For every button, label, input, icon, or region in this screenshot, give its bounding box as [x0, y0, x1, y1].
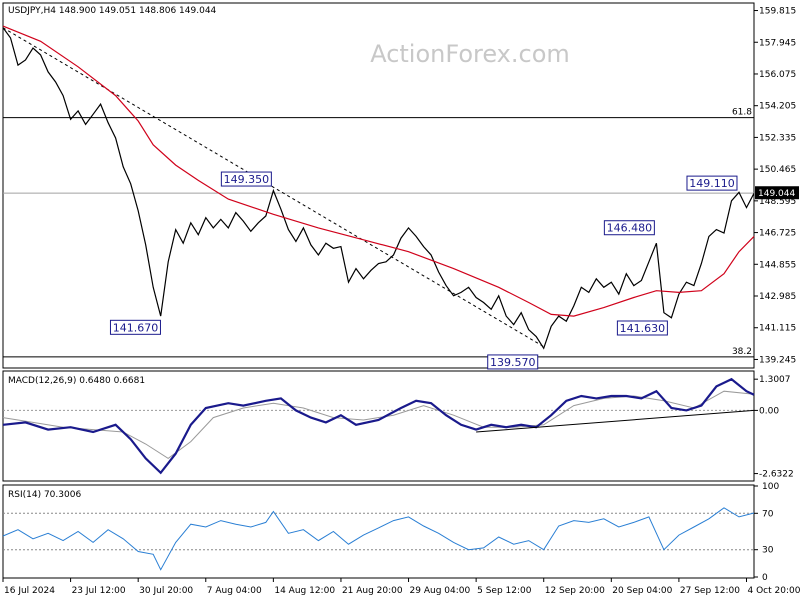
rsi-tick-label-1: 70 [762, 509, 774, 519]
x-tick-label-6: 29 Aug 04:00 [410, 586, 471, 596]
x-tick-label-10: 27 Sep 12:00 [680, 586, 740, 596]
price-tick-label-3: 154.205 [759, 102, 796, 112]
price-tick-label-4: 152.335 [759, 133, 796, 143]
price-layer: 61.8 38.2 141.670 149.350 139.570 146.480 141.… [2, 25, 755, 370]
macd-main-line [2, 377, 755, 475]
price-tick-label-10: 141.115 [759, 324, 796, 334]
rsi-tick-label-0: 100 [762, 482, 779, 492]
fib-label-2: 38.2 [732, 347, 752, 357]
pivot-label-4: 141.630 [620, 322, 666, 335]
fib-label-0: 61.8 [732, 108, 752, 118]
pivot-label-2: 139.570 [490, 356, 536, 369]
moving-average-line [2, 25, 755, 317]
macd-tick-label-0: 1.3007 [759, 375, 791, 385]
price-tick-label-0: 159.815 [759, 7, 796, 17]
macd-tick-label-1: 0.00 [759, 406, 779, 416]
x-tick-label-3: 7 Aug 04:00 [207, 586, 262, 596]
macd-tick-label-2: -2.6322 [759, 470, 794, 480]
x-tick-label-11: 4 Oct 20:00 [747, 586, 800, 596]
price-panel-frame [2, 2, 755, 369]
pivot-box-2 [487, 354, 539, 370]
pivot-box-5 [686, 175, 738, 191]
x-tick-label-5: 21 Aug 20:00 [342, 586, 403, 596]
watermark-text: ActionForex.com [370, 40, 570, 68]
x-tick-label-1: 23 Jul 12:00 [72, 586, 126, 596]
pivot-box-4 [616, 320, 668, 336]
pivot-label-5: 149.110 [689, 177, 735, 190]
x-tick-label-2: 30 Jul 20:00 [139, 586, 193, 596]
macd-trendline [476, 409, 755, 433]
price-tick-label-5: 150.465 [759, 165, 796, 175]
pivot-box-3 [603, 220, 655, 236]
current-price-label: 149.044 [758, 189, 795, 199]
price-tick-label-8: 144.855 [759, 260, 796, 270]
price-tick-label-1: 157.945 [759, 38, 796, 48]
axis-layer: 159.815 157.945 156.075 154.205 152.335 150.4… [2, 7, 800, 596]
x-tick-label-9: 20 Sep 04:00 [612, 586, 672, 596]
current-price-box [755, 186, 799, 200]
price-tick-label-9: 142.985 [759, 292, 796, 302]
price-tick-label-2: 156.075 [759, 70, 796, 80]
macd-panel-frame [2, 370, 755, 482]
rsi-title: RSI(14) 70.3006 [8, 490, 81, 500]
x-tick-label-7: 5 Sep 12:00 [477, 586, 532, 596]
rsi-tick-label-3: 0 [762, 573, 768, 583]
price-series-line [2, 27, 755, 350]
price-tick-label-7: 146.725 [759, 229, 796, 239]
macd-layer [2, 377, 755, 475]
pivot-box-1 [220, 171, 272, 187]
rsi-tick-label-2: 30 [762, 546, 774, 556]
rsi-line [2, 507, 755, 571]
price-tick-label-6: 148.595 [759, 197, 796, 207]
x-tick-label-8: 12 Sep 20:00 [545, 586, 605, 596]
pivot-label-0: 141.670 [113, 321, 159, 334]
macd-title: MACD(12,26,9) 0.6480 0.6681 [8, 376, 145, 386]
price-tick-label-11: 139.245 [759, 355, 796, 365]
rsi-layer [2, 507, 755, 571]
pivot-label-1: 149.350 [224, 173, 270, 186]
x-tick-label-0: 16 Jul 2024 [4, 586, 55, 596]
pivot-label-3: 146.480 [607, 222, 653, 235]
price-trendline [2, 27, 544, 348]
pivot-box-0 [109, 319, 161, 335]
symbol-header: USDJPY,H4 148.900 149.051 148.806 149.04… [8, 6, 217, 16]
x-tick-label-4: 14 Aug 12:00 [274, 586, 335, 596]
rsi-panel-frame [2, 484, 755, 579]
